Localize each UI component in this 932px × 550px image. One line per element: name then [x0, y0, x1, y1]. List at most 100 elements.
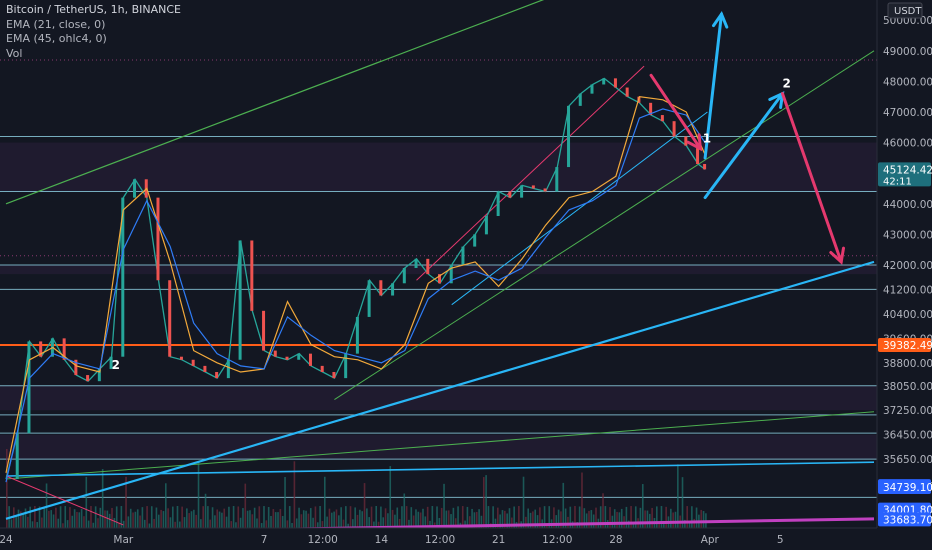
- volume-bar: [354, 507, 356, 528]
- volume-bar: [162, 511, 165, 528]
- volume-bar: [17, 509, 20, 528]
- candle: [27, 341, 31, 434]
- volume-bar: [52, 514, 55, 528]
- time-tick-4: 14: [375, 534, 389, 546]
- volume-bar: [22, 512, 24, 528]
- volume-bar: [342, 519, 345, 528]
- candle: [262, 310, 266, 351]
- volume-bar: [443, 483, 445, 528]
- trend-line: [5, 411, 875, 480]
- volume-bar: [375, 506, 378, 528]
- volume-bar: [681, 477, 684, 528]
- volume-bar: [536, 515, 539, 528]
- volume-bar: [567, 516, 569, 528]
- time-tick-5: 12:00: [425, 534, 455, 546]
- volume-bar: [78, 512, 81, 528]
- volume-bar: [604, 506, 607, 528]
- volume-bar: [394, 514, 396, 528]
- legend-ema-45[interactable]: EMA (45, ohlc4, 0): [6, 32, 107, 45]
- volume-bar: [300, 514, 303, 528]
- volume-bar: [352, 519, 354, 528]
- volume-bar: [188, 513, 190, 528]
- volume-bar: [200, 519, 202, 528]
- volume-bar: [504, 510, 506, 528]
- volume-bar: [527, 508, 530, 528]
- volume-bar: [295, 518, 298, 528]
- volume-bar: [13, 507, 15, 528]
- chart-legend: Bitcoin / TetherUS, 1h, BINANCE EMA (21,…: [6, 3, 181, 61]
- volume-bar: [450, 514, 452, 528]
- candle: [684, 136, 688, 146]
- volume-bar: [440, 507, 443, 528]
- price-tick-2: 48000.00: [883, 76, 932, 88]
- price-label-5: 33683.70: [883, 514, 932, 526]
- volume-bar: [396, 507, 399, 528]
- projection-arrow-up: [703, 92, 784, 200]
- volume-bar: [569, 506, 572, 528]
- volume-bar: [487, 506, 490, 528]
- volume-bar: [553, 507, 555, 528]
- volume-bar: [345, 506, 347, 528]
- candle: [426, 258, 430, 275]
- volume-bar: [670, 508, 672, 528]
- volume-bar: [36, 522, 38, 528]
- price-label-3: 34739.10: [883, 482, 932, 494]
- volume-bar: [424, 516, 427, 528]
- candle: [74, 359, 78, 376]
- volume-bar: [359, 509, 361, 528]
- volume-bar: [279, 509, 282, 528]
- candle: [273, 350, 277, 357]
- bearish-projection-arrow: [781, 92, 843, 264]
- volume-bar: [211, 507, 214, 528]
- candle: [226, 359, 230, 379]
- volume-bar: [525, 516, 527, 528]
- price-tick-3: 47000.00: [883, 107, 932, 119]
- volume-bar: [139, 515, 141, 528]
- price-axis: [877, 0, 932, 550]
- volume-bar: [518, 506, 520, 528]
- volume-bar: [225, 516, 228, 528]
- candle: [344, 353, 348, 379]
- volume-bar: [118, 522, 120, 528]
- candle: [39, 341, 43, 357]
- volume-bar: [125, 476, 127, 528]
- price-tick-15: 35650.00: [883, 454, 932, 466]
- volume-bar: [590, 510, 593, 528]
- volume-bar: [583, 508, 586, 528]
- volume-bar: [129, 508, 132, 528]
- volume-bar: [319, 506, 321, 528]
- volume-bar: [15, 515, 17, 528]
- candle: [438, 274, 441, 284]
- volume-bar: [466, 506, 469, 528]
- legend-volume[interactable]: Vol: [6, 46, 23, 60]
- legend-ema-21[interactable]: EMA (21, close, 0): [6, 17, 106, 31]
- volume-bar: [497, 507, 499, 528]
- candle: [62, 338, 66, 360]
- zone-band: [0, 434, 877, 460]
- price-tick-9: 40400.00: [883, 309, 932, 321]
- volume-bar: [557, 509, 560, 528]
- price-tick-6: 43000.00: [883, 229, 932, 241]
- volume-bar: [655, 506, 658, 528]
- volume-bar: [702, 511, 705, 528]
- volume-bar: [592, 514, 595, 528]
- volume-bar: [534, 509, 537, 528]
- candle: [543, 188, 547, 192]
- volume-bar: [176, 506, 179, 528]
- volume-bar: [620, 508, 623, 528]
- trend-line: [5, 461, 875, 477]
- price-tick-5: 44000.00: [883, 199, 932, 211]
- candle: [660, 115, 664, 122]
- legend-symbol[interactable]: Bitcoin / TetherUS, 1h, BINANCE: [6, 3, 182, 16]
- volume-bar: [412, 515, 415, 528]
- candle: [578, 93, 582, 106]
- volume-bar: [316, 522, 319, 528]
- volume-bar: [480, 515, 483, 528]
- volume-bar: [92, 522, 95, 528]
- volume-bar: [209, 519, 212, 528]
- price-label-0: 45124.42: [883, 164, 932, 176]
- time-tick-2: 7: [261, 534, 268, 546]
- volume-bar: [43, 508, 46, 528]
- volume-bar: [417, 511, 420, 528]
